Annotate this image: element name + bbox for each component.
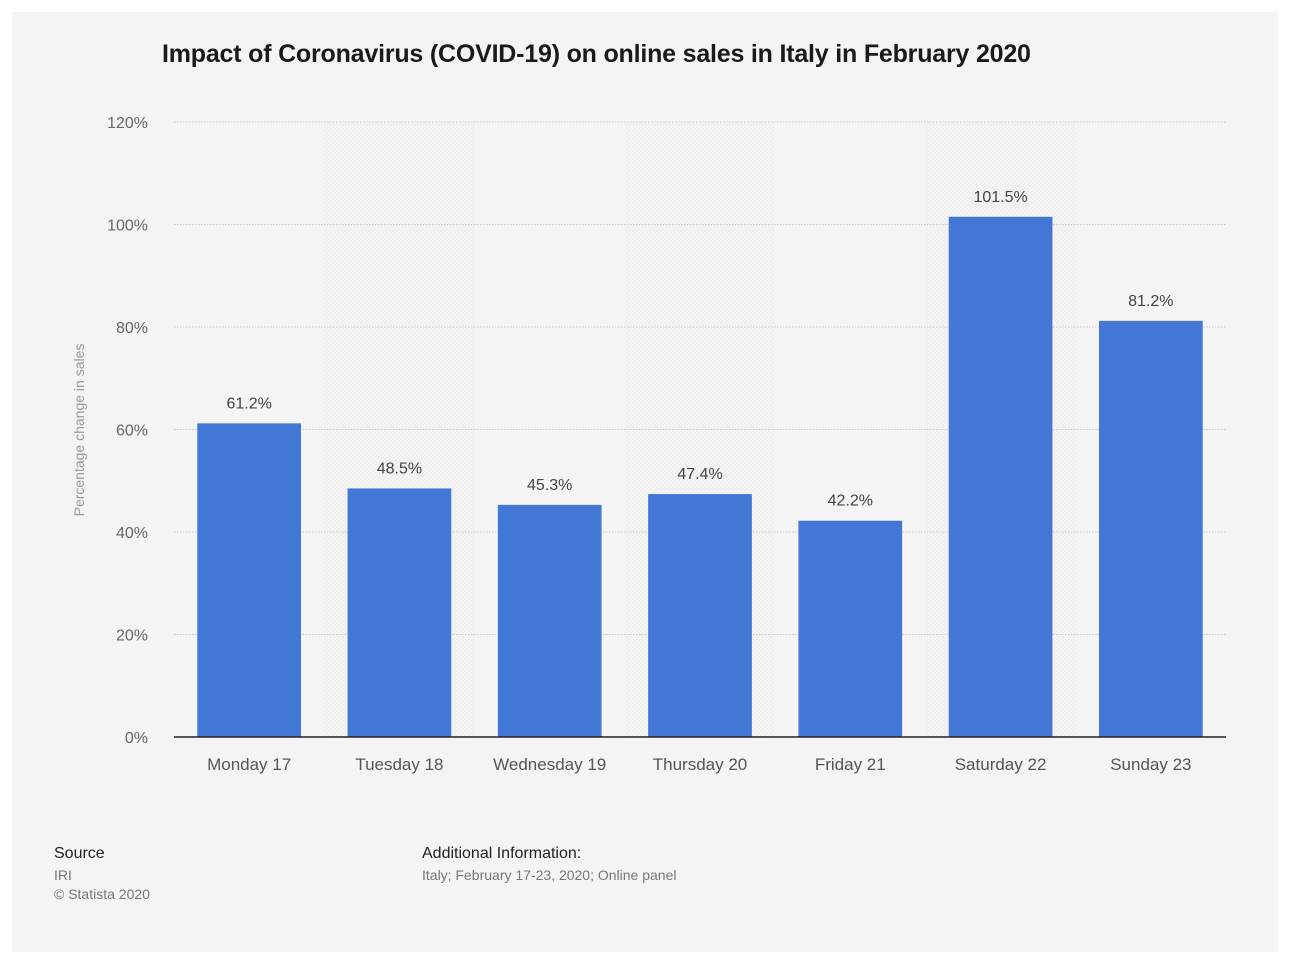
y-tick-label: 80% (116, 320, 148, 337)
data-label: 81.2% (1128, 293, 1173, 310)
data-label: 47.4% (677, 466, 722, 483)
x-tick-label: Sunday 23 (1110, 755, 1191, 774)
data-label: 48.5% (377, 460, 422, 477)
data-label: 61.2% (226, 395, 271, 412)
y-tick-label: 20% (116, 628, 148, 645)
x-tick-label: Thursday 20 (653, 755, 748, 774)
source-block: Source IRI © Statista 2020 (54, 845, 150, 905)
bar[interactable] (948, 216, 1053, 737)
additional-info-block: Additional Information: Italy; February … (422, 845, 677, 886)
chart-title: Impact of Coronavirus (COVID-19) on onli… (162, 40, 1031, 68)
bar[interactable] (798, 520, 903, 737)
x-tick-label: Monday 17 (207, 755, 291, 774)
bar[interactable] (497, 504, 602, 737)
source-line-2: © Statista 2020 (54, 886, 150, 902)
y-axis-label: Percentage change in sales (71, 344, 87, 517)
bar[interactable] (648, 494, 752, 737)
additional-info-text: Italy; February 17-23, 2020; Online pane… (422, 867, 677, 883)
data-label: 42.2% (828, 493, 873, 510)
y-tick-label: 120% (107, 115, 148, 132)
source-heading: Source (54, 845, 105, 862)
y-tick-label: 100% (107, 218, 148, 235)
y-tick-label: 0% (125, 730, 148, 747)
bar[interactable] (1099, 320, 1203, 737)
x-tick-label: Wednesday 19 (493, 755, 606, 774)
data-label: 45.3% (527, 477, 572, 494)
source-line-1: IRI (54, 867, 72, 883)
bar[interactable] (347, 488, 452, 737)
additional-info-heading: Additional Information: (422, 845, 582, 862)
y-tick-label: 60% (116, 423, 148, 440)
x-tick-label: Friday 21 (815, 755, 886, 774)
data-label: 101.5% (973, 189, 1027, 206)
bar[interactable] (197, 423, 301, 737)
x-tick-label: Tuesday 18 (355, 755, 443, 774)
y-tick-label: 40% (116, 525, 148, 542)
x-tick-label: Saturday 22 (955, 755, 1047, 774)
